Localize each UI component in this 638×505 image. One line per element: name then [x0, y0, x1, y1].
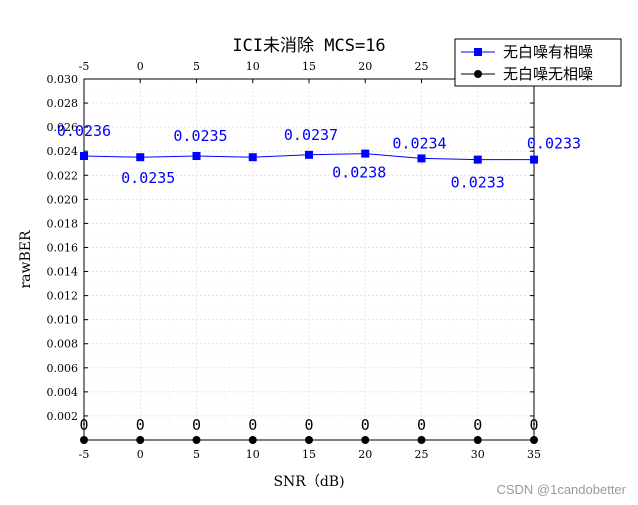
top-x-tick-label: 10: [246, 60, 260, 73]
top-x-tick-label: 25: [415, 60, 429, 73]
y-tick-label: 0.024: [47, 145, 79, 158]
x-tick-label: 15: [302, 448, 316, 461]
y-tick-label: 0.002: [47, 410, 79, 423]
x-tick-label: 10: [246, 448, 260, 461]
series-2-point: [530, 436, 538, 444]
x-tick-label: 25: [415, 448, 429, 461]
legend-entry: 无白噪有相噪: [503, 43, 593, 61]
y-tick-label: 0.010: [47, 314, 79, 327]
x-tick-label: 5: [193, 448, 200, 461]
series-layer: 0.0236 0.0235 0.0235 0.0237 0.0238 0.0234 0.02…: [57, 122, 581, 444]
y-tick-label: 0.012: [47, 290, 79, 303]
data-label-2: 0: [417, 416, 426, 434]
top-x-tick-label: 0: [137, 60, 144, 73]
x-axis-label: SNR（dB): [273, 474, 344, 490]
axes: 0.002 0.004 0.006 0.008 0.010 0.012 0.014 0.016…: [47, 60, 542, 461]
series-1-point: [530, 155, 538, 164]
series-1-point: [305, 150, 313, 159]
y-tick-label: 0.030: [47, 73, 79, 86]
x-tick-label: -5: [79, 448, 90, 461]
legend-square-marker: [474, 48, 482, 56]
data-label-2: 0: [361, 416, 370, 434]
series-1-point: [361, 149, 370, 158]
data-label-2: 0: [136, 416, 145, 434]
series-2-point: [305, 436, 313, 444]
series-1-point: [80, 152, 88, 161]
series-2-point: [473, 436, 482, 444]
y-axis-label: rawBER: [18, 230, 34, 289]
top-x-tick-label: 5: [193, 60, 200, 73]
series-1-point: [136, 153, 145, 162]
x-tick-label: 35: [527, 448, 541, 461]
data-label-2: 0: [192, 416, 201, 434]
data-label-1: 0.0235: [121, 169, 175, 187]
series-2-point: [80, 436, 88, 444]
x-tick-label: 30: [471, 448, 485, 461]
data-label-1: 0.0234: [392, 134, 446, 152]
data-label-1: 0.0233: [527, 135, 581, 153]
data-label-1: 0.0236: [57, 122, 111, 140]
legend-circle-marker: [474, 70, 482, 78]
series-1-point: [417, 154, 426, 163]
top-x-tick-label: 20: [358, 60, 372, 73]
legend-box: [454, 38, 622, 87]
y-tick-label: 0.020: [47, 193, 79, 206]
series-2-point: [361, 436, 370, 444]
series-2-point: [248, 436, 257, 444]
series-2-point: [192, 436, 201, 444]
grid: [83, 78, 535, 440]
y-tick-label: 0.014: [47, 266, 79, 279]
data-label-1: 0.0237: [284, 126, 338, 144]
series-1-point: [248, 153, 257, 162]
series-1-point: [473, 155, 482, 164]
legend-entry: 无白噪无相噪: [503, 65, 593, 83]
y-tick-label: 0.008: [47, 338, 79, 351]
data-label-2: 0: [529, 416, 538, 434]
y-tick-label: 0.006: [47, 362, 79, 375]
series-2-point: [417, 436, 426, 444]
x-tick-label: 20: [358, 448, 372, 461]
series-2-point: [136, 436, 145, 444]
y-tick-label: 0.028: [47, 97, 79, 110]
data-label-1: 0.0235: [173, 127, 227, 145]
data-label-2: 0: [473, 416, 482, 434]
y-tick-label: 0.018: [47, 217, 79, 230]
data-label-2: 0: [248, 416, 257, 434]
y-tick-label: 0.016: [47, 241, 79, 254]
chart-title: ICI未消除 MCS=16: [232, 36, 385, 56]
data-label-2: 0: [304, 416, 313, 434]
y-tick-label: 0.026: [47, 121, 79, 134]
top-x-tick-label: 15: [302, 60, 316, 73]
y-tick-label: 0.004: [47, 386, 79, 399]
watermark: CSDN @1candobetter: [496, 482, 626, 497]
top-x-tick-label: -5: [79, 60, 90, 73]
data-label-1: 0.0238: [332, 164, 386, 182]
series-1-point: [192, 152, 201, 161]
data-label-2: 0: [79, 416, 88, 434]
x-tick-label: 0: [137, 448, 144, 461]
y-tick-label: 0.022: [47, 169, 79, 182]
data-label-1: 0.0233: [451, 174, 505, 192]
